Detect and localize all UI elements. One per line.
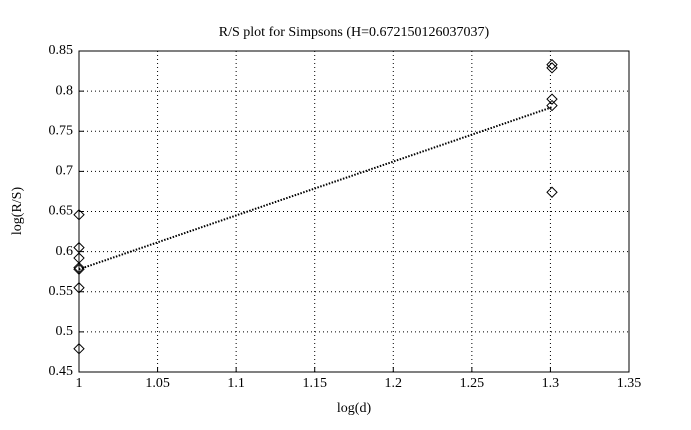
y-tick-label: 0.8 [56,83,74,98]
y-tick-label: 0.55 [49,284,74,299]
y-axis-label: log(R/S) [10,187,25,236]
x-axis-label: log(d) [337,401,372,416]
x-tick-label: 1.15 [302,376,327,391]
y-tick-label: 0.45 [49,364,74,379]
data-point [73,282,85,294]
data-point [546,99,558,112]
x-tick-label: 1.35 [617,376,642,391]
data-point [546,62,558,74]
data-point [73,343,85,355]
x-tick-label: 1.25 [460,376,485,391]
y-tick-label: 0.6 [56,244,74,259]
y-tick-label: 0.75 [49,123,74,138]
x-tick-label: 1 [76,376,83,391]
data-point [546,58,558,71]
data-point [546,186,558,198]
y-tick-label: 0.7 [56,164,74,179]
data-point [73,209,85,221]
y-tick-label: 0.5 [56,324,74,339]
y-tick-label: 0.65 [49,204,74,219]
x-tick-label: 1.1 [227,376,245,391]
x-tick-label: 1.05 [145,376,170,391]
fit-line [78,106,553,271]
x-tick-label: 1.3 [542,376,560,391]
data-point [546,93,558,105]
chart-title: R/S plot for Simpsons (H=0.6721501260370… [219,25,490,40]
data-point [73,261,85,274]
x-tick-label: 1.2 [385,376,403,391]
y-tick-label: 0.85 [49,43,74,58]
